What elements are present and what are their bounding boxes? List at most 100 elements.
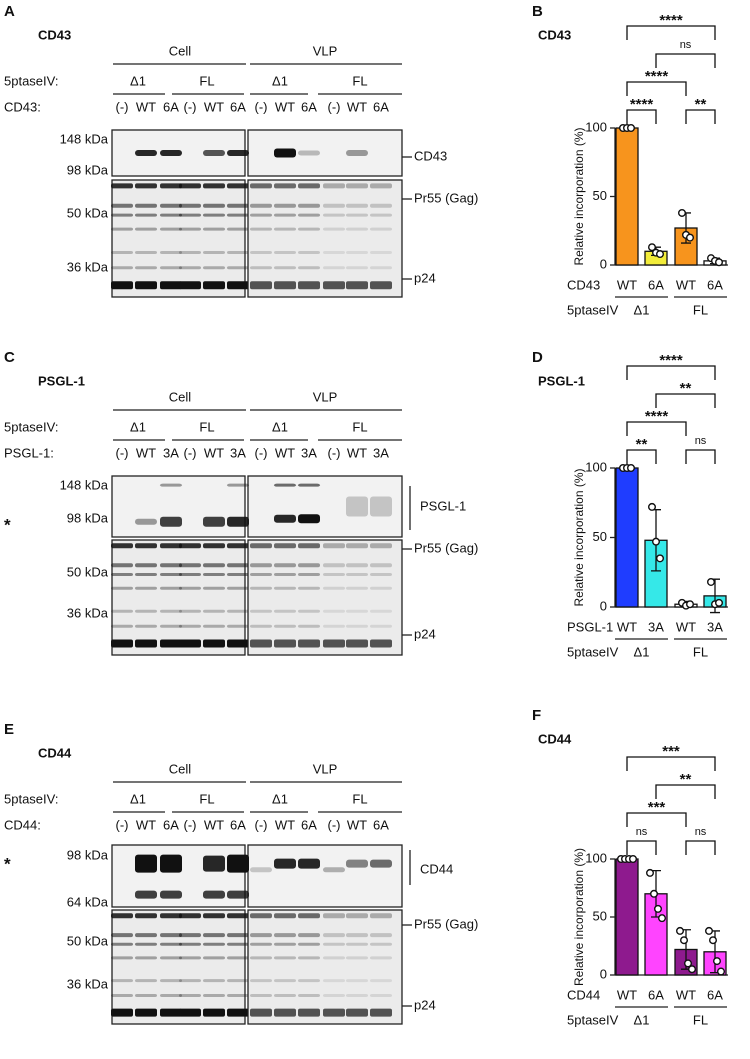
group-label: 5ptaseIV: (4, 73, 58, 88)
data-point (646, 868, 655, 877)
data-point (715, 598, 724, 607)
band (160, 150, 182, 156)
x-tick-label: WT (617, 619, 637, 634)
band (274, 148, 296, 158)
panel-letter: F (532, 707, 541, 724)
band (227, 586, 249, 590)
lane-name: WT (275, 99, 295, 114)
band (298, 942, 320, 946)
lane-label: PSGL-1: (4, 445, 54, 460)
band (179, 266, 201, 270)
significance-bracket (685, 840, 716, 855)
band (203, 942, 225, 946)
lane-label: CD44: (4, 817, 41, 832)
band (135, 942, 157, 946)
fraction-label: VLP (313, 761, 338, 776)
band (135, 150, 157, 156)
band (135, 266, 157, 270)
band (298, 150, 320, 156)
band (160, 854, 182, 873)
band (298, 956, 320, 960)
size-marker: 36 kDa (67, 259, 109, 274)
lane-name: 6A (373, 817, 389, 832)
band (323, 624, 345, 628)
size-marker: 148 kDa (60, 131, 109, 146)
band (323, 933, 345, 938)
y-axis-title: Relative incorporation (%) (572, 127, 586, 265)
band (135, 994, 157, 997)
band (323, 213, 345, 217)
band (370, 251, 392, 255)
band (274, 483, 296, 487)
panel-letter: D (532, 349, 543, 366)
size-marker: 36 kDa (67, 605, 109, 620)
band (298, 227, 320, 231)
group-name: Δ1 (634, 1012, 650, 1027)
band (298, 266, 320, 270)
significance-label: ** (680, 380, 692, 397)
x-tick-label: WT (617, 987, 637, 1002)
significance-bracket (685, 109, 716, 124)
band (111, 543, 133, 549)
band (160, 586, 182, 590)
data-point (684, 959, 693, 968)
group-label: 5ptaseIV (567, 302, 619, 317)
band (203, 609, 225, 613)
lane-name: WT (347, 445, 367, 460)
band (323, 227, 345, 231)
band (111, 183, 133, 189)
group-name: Δ1 (130, 73, 146, 88)
band (203, 855, 225, 872)
significance-bracket (626, 449, 657, 464)
panel-letter: E (4, 721, 14, 738)
band (179, 994, 201, 997)
band (135, 227, 157, 231)
band (203, 281, 225, 290)
y-tick-label: 50 (593, 908, 607, 923)
group-name: Δ1 (130, 419, 146, 434)
data-point (707, 577, 716, 586)
group-name: FL (352, 791, 367, 806)
band (179, 227, 201, 231)
significance-label: **** (645, 68, 669, 85)
band (370, 573, 392, 576)
data-point (648, 502, 657, 511)
size-marker: 148 kDa (60, 477, 109, 492)
significance-bracket (626, 25, 716, 40)
lane-name: (-) (116, 99, 129, 114)
band (203, 516, 225, 527)
blot-image (247, 179, 403, 298)
band (227, 933, 249, 938)
panel-letter: B (532, 3, 543, 20)
band (346, 203, 368, 208)
band (111, 563, 133, 568)
lane-name: WT (204, 445, 224, 460)
band (203, 251, 225, 255)
band (203, 213, 225, 217)
group-label: 5ptaseIV (567, 1012, 619, 1027)
band (370, 913, 392, 919)
group-name: Δ1 (634, 644, 650, 659)
data-point (686, 600, 695, 609)
band (135, 518, 157, 525)
fraction-label: Cell (169, 389, 192, 404)
significance-label: ns (695, 826, 707, 838)
band (346, 586, 368, 590)
band (370, 203, 392, 208)
band (111, 994, 133, 997)
blot-image (247, 539, 403, 656)
fraction-label: VLP (313, 389, 338, 404)
band (370, 979, 392, 983)
band (274, 994, 296, 997)
blot-image (247, 909, 403, 1025)
lane-name: (-) (328, 99, 341, 114)
band (370, 624, 392, 628)
band (274, 281, 296, 290)
band (346, 563, 368, 568)
group-name: FL (352, 419, 367, 434)
band (274, 639, 296, 648)
band (250, 867, 272, 873)
band (111, 203, 133, 208)
band (370, 933, 392, 938)
